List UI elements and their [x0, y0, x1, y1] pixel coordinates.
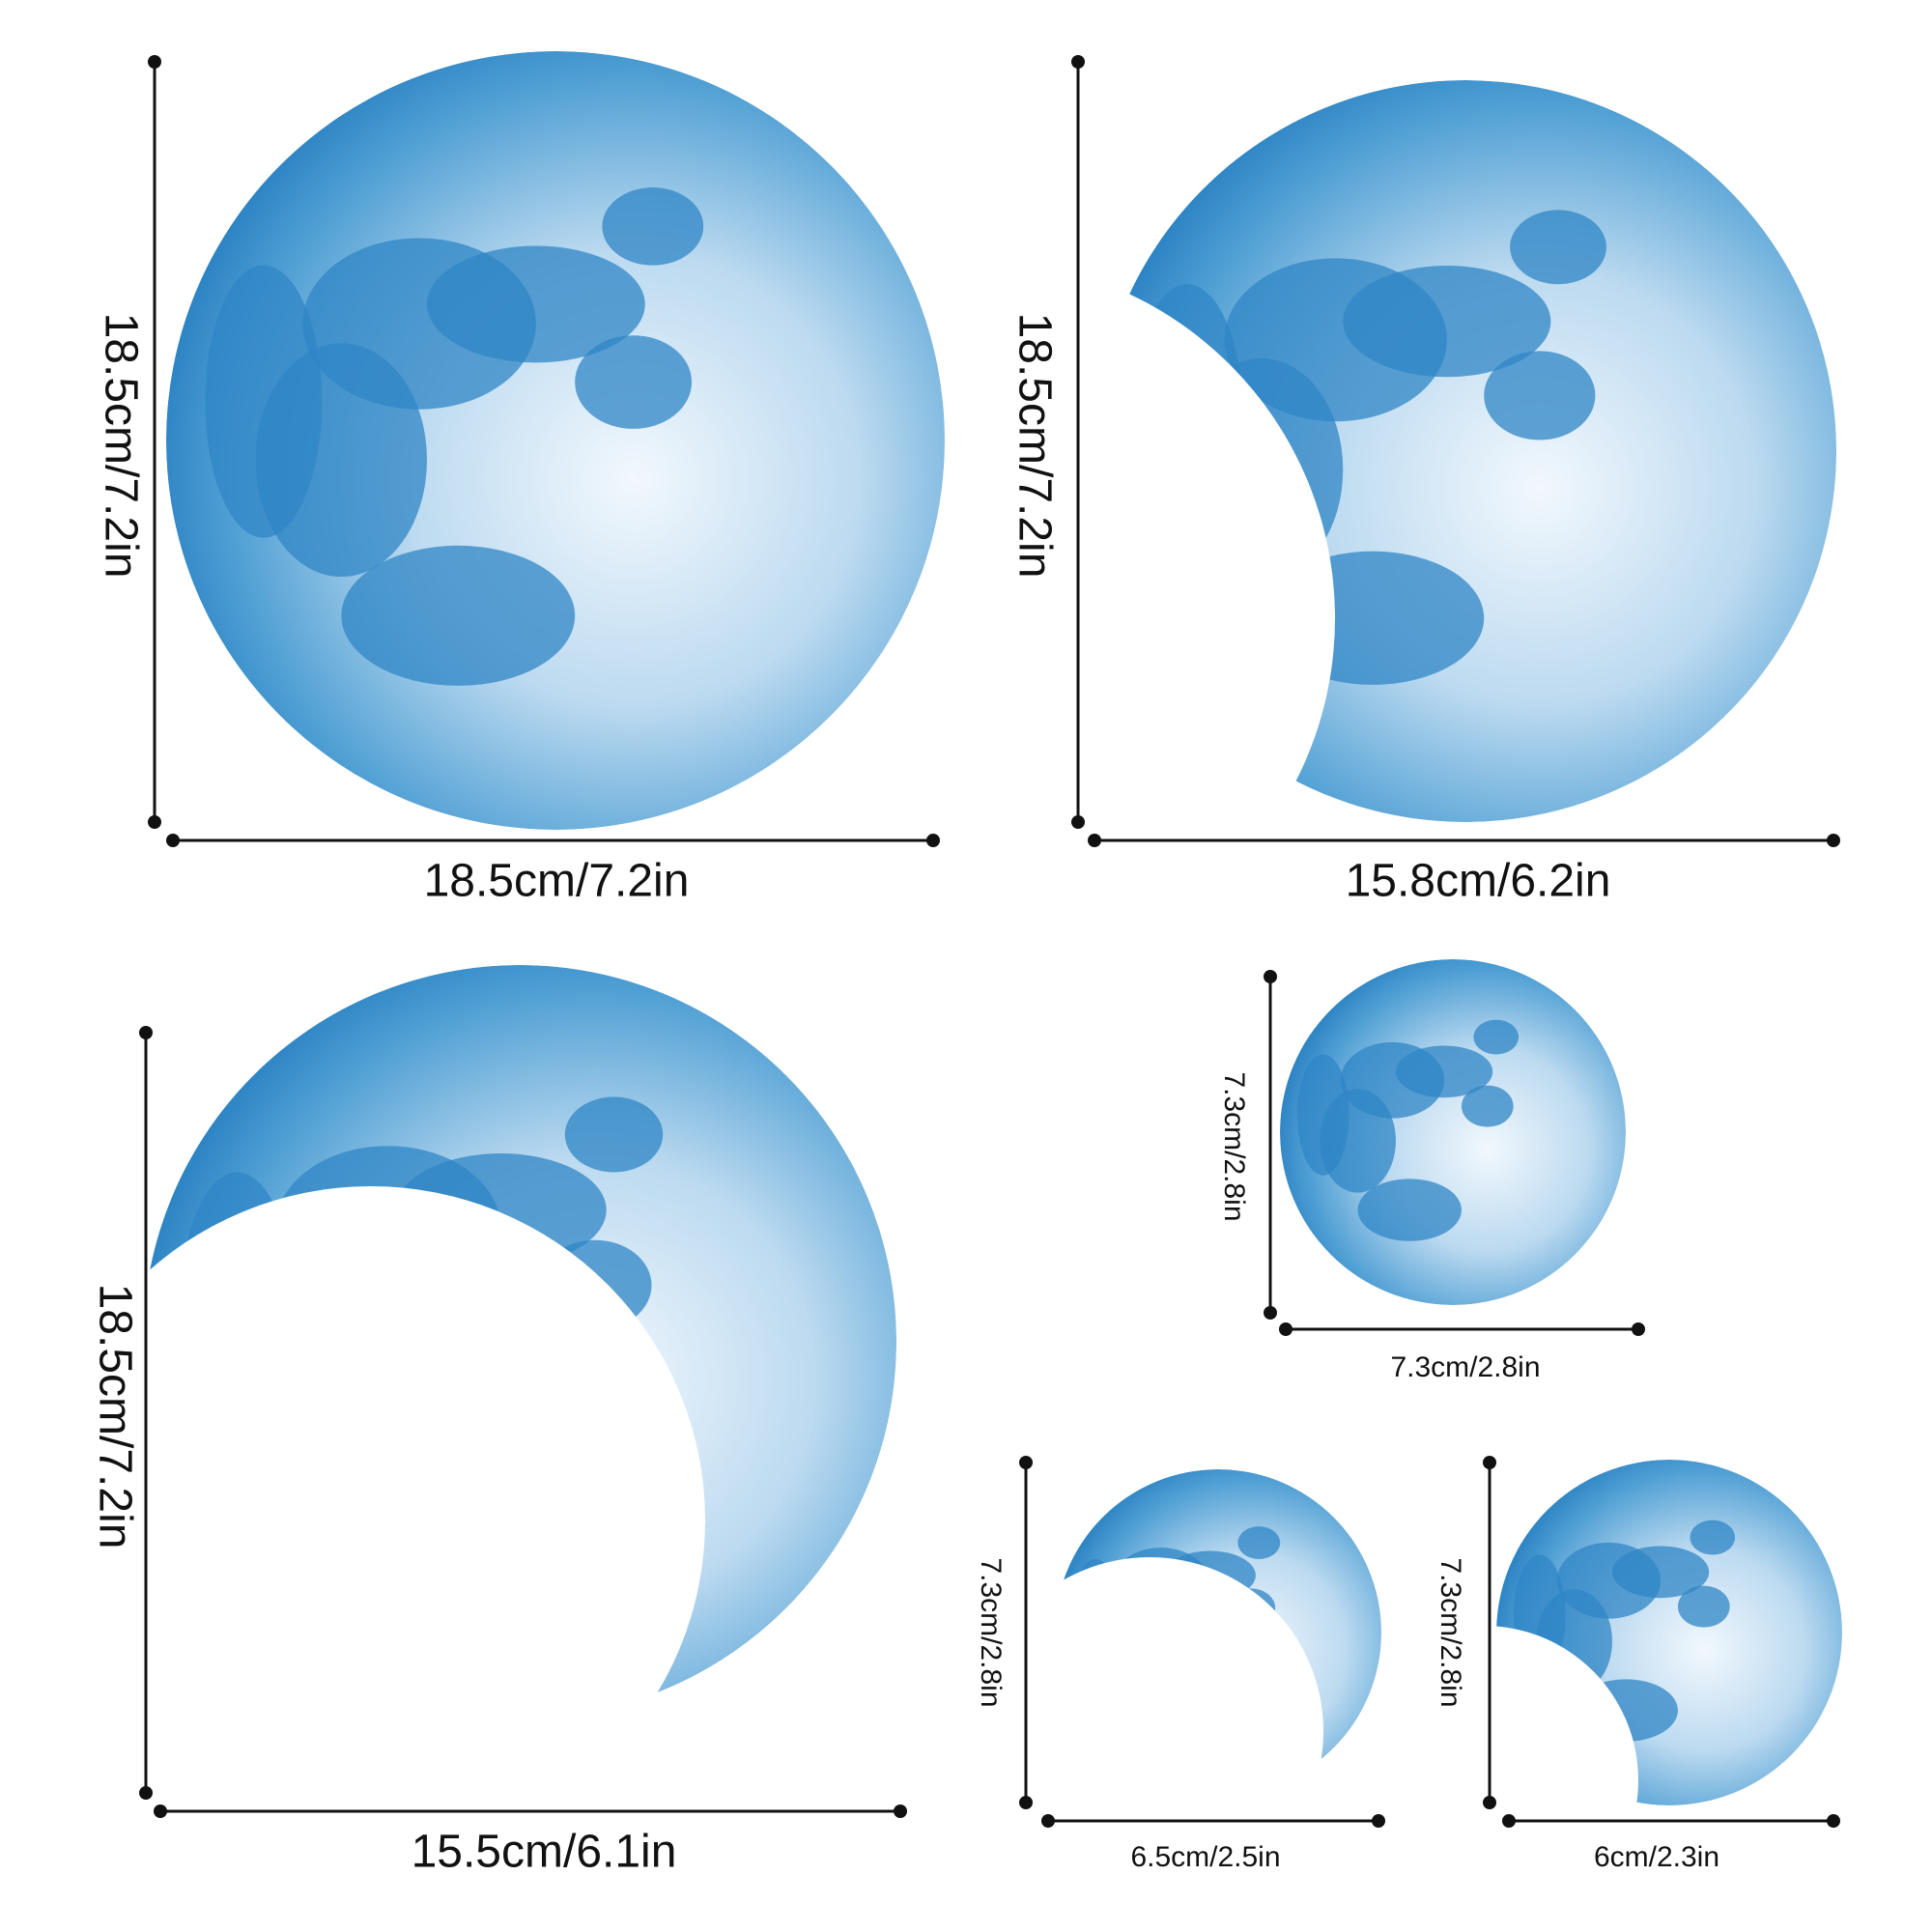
moon-mare: [1131, 284, 1243, 544]
height-label: 18.5cm/7.2in: [1009, 313, 1060, 579]
height-label: 18.5cm/7.2in: [95, 313, 146, 579]
height-label: 7.3cm/2.8in: [975, 1557, 1007, 1707]
line-end-dot: [139, 1786, 153, 1800]
moon-mare: [1164, 1550, 1256, 1601]
line-end-dot: [926, 834, 940, 847]
moon-mare: [181, 1172, 294, 1436]
moon-mare: [1510, 210, 1606, 285]
moon-mare: [1357, 1179, 1462, 1241]
line-end-dot: [1827, 1814, 1840, 1828]
line-end-dot: [166, 834, 180, 847]
moon-mare: [1574, 1679, 1678, 1742]
height-label: 7.3cm/2.8in: [1435, 1557, 1466, 1707]
moon-mare: [1611, 1546, 1710, 1599]
line-end-dot: [1019, 1456, 1033, 1469]
moon-mare: [1513, 1554, 1566, 1676]
moon-mare: [538, 1239, 652, 1331]
moon-mare: [1226, 1588, 1276, 1628]
line-end-dot: [148, 55, 161, 69]
width-label: 6.5cm/2.5in: [1130, 1841, 1280, 1873]
line-end-dot: [1372, 1814, 1385, 1828]
width-label: 18.5cm/7.2in: [424, 856, 690, 907]
moon-decal: [1280, 959, 1626, 1305]
line-end-dot: [1483, 1456, 1496, 1469]
moon-mare: [1690, 1520, 1736, 1555]
moon-mare: [602, 187, 704, 266]
line-end-dot: [894, 1804, 907, 1818]
moon-mare: [1395, 1045, 1493, 1098]
line-end-dot: [1279, 1322, 1293, 1336]
height-label: 18.5cm/7.2in: [89, 1284, 140, 1549]
line-end-dot: [1827, 834, 1840, 847]
moon-mare: [1473, 1019, 1520, 1055]
width-label: 7.3cm/2.8in: [1390, 1351, 1540, 1383]
moon-mare: [1070, 1558, 1121, 1674]
moon-mare: [1261, 551, 1485, 685]
moon-mare: [341, 545, 576, 686]
moon-mare: [1677, 1585, 1730, 1628]
line-end-dot: [1264, 1306, 1277, 1320]
line-end-dot: [1041, 1814, 1055, 1828]
moon-mare: [1484, 351, 1596, 440]
moon-mare: [1296, 1054, 1350, 1176]
moon-mare: [564, 1096, 664, 1173]
width-label: 6cm/2.3in: [1594, 1841, 1719, 1873]
moon-mare: [205, 265, 323, 538]
line-end-dot: [1019, 1796, 1033, 1809]
moon-decal: [1094, 80, 1836, 822]
line-end-dot: [1483, 1796, 1496, 1809]
line-end-dot: [154, 1804, 167, 1818]
moon-mare: [1343, 266, 1551, 378]
width-label: 15.5cm/6.1in: [412, 1827, 677, 1878]
moon-mare: [395, 1153, 607, 1266]
line-end-dot: [1088, 834, 1101, 847]
moon-decal: [166, 51, 945, 830]
moon-decal: [1496, 1460, 1842, 1805]
moon-decal: [143, 965, 896, 1719]
moon-mare: [1237, 1526, 1281, 1559]
moon-decal: [1055, 1469, 1381, 1796]
line-end-dot: [1264, 970, 1277, 983]
moon-mare: [312, 1443, 539, 1579]
line-end-dot: [148, 815, 161, 829]
line-end-dot: [1632, 1322, 1645, 1336]
line-end-dot: [139, 1026, 153, 1039]
height-label: 7.3cm/2.8in: [1218, 1071, 1250, 1221]
line-end-dot: [1071, 815, 1085, 829]
width-label: 15.8cm/6.2in: [1346, 856, 1611, 907]
moon-mare: [1461, 1085, 1514, 1127]
moon-mare: [575, 335, 693, 429]
moon-mare: [427, 245, 645, 363]
line-end-dot: [1502, 1814, 1516, 1828]
moon-mare: [1128, 1676, 1227, 1736]
line-end-dot: [1071, 55, 1085, 69]
